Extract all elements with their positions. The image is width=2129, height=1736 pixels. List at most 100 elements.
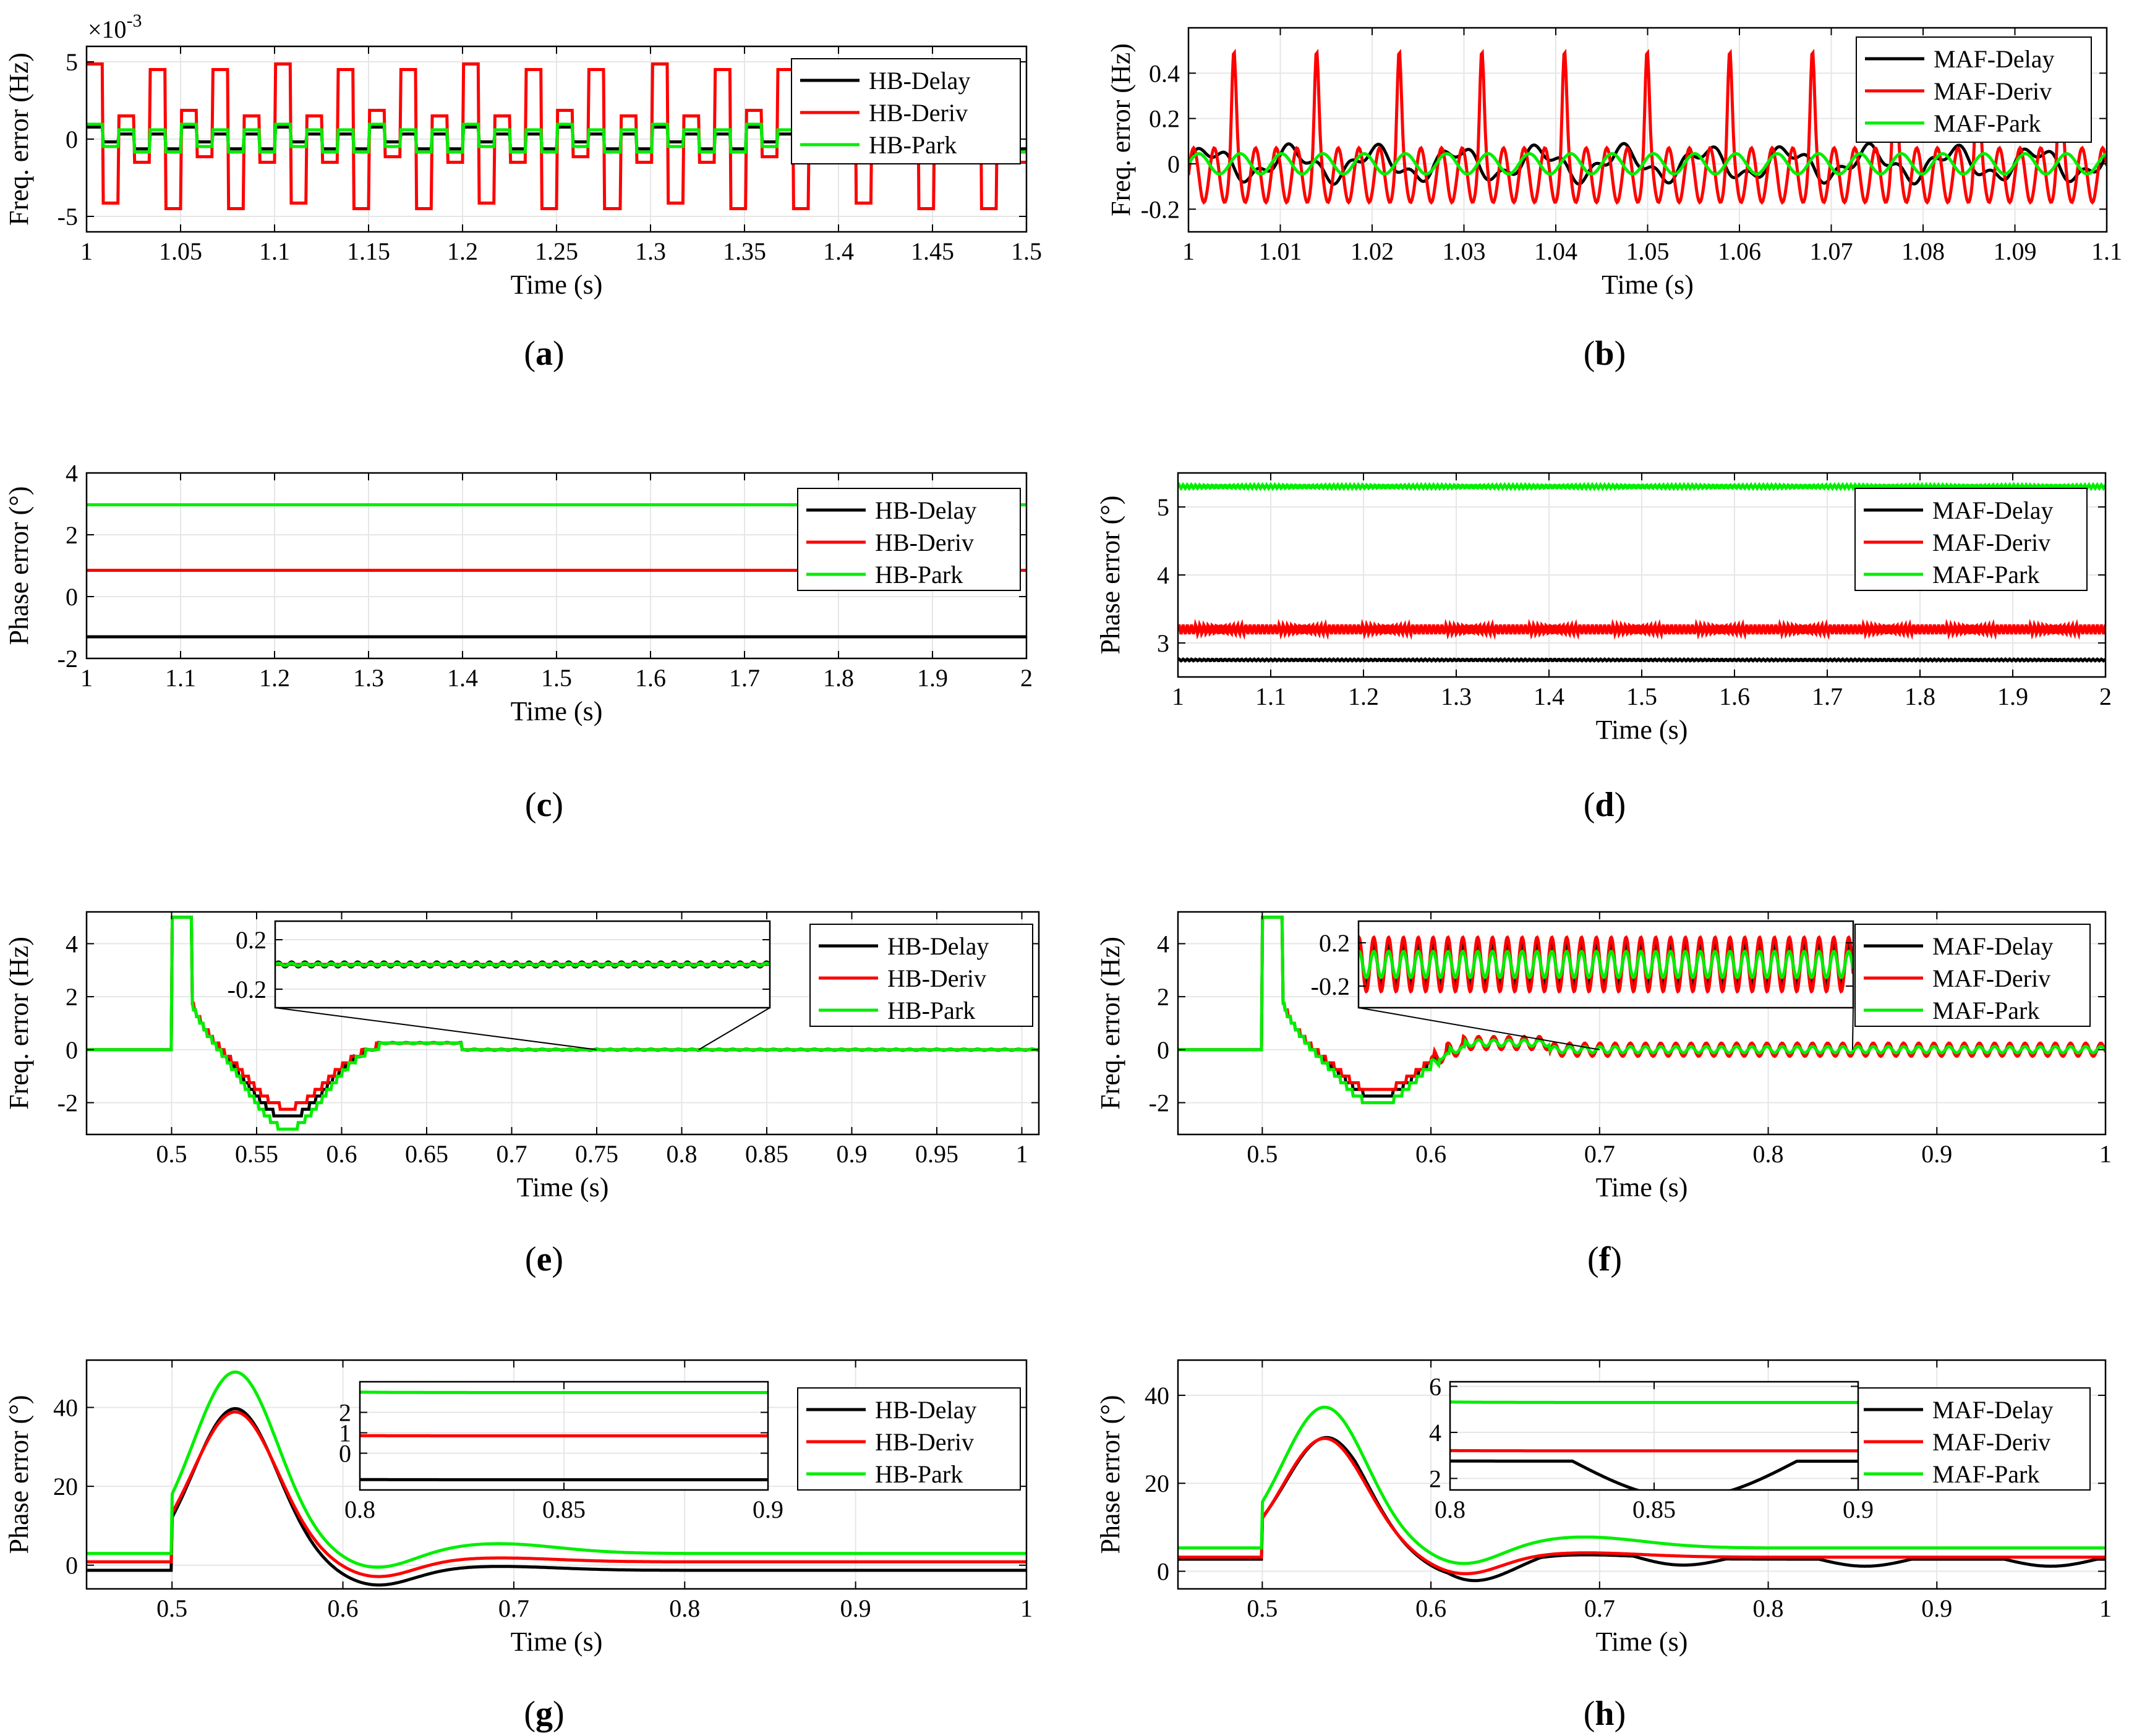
x-axis-label: Time (s)	[1596, 1627, 1688, 1657]
series-line-maf-park	[1188, 151, 2107, 176]
series-line-hb-park	[275, 961, 770, 968]
axes-box	[1187, 27, 2108, 233]
legend: MAF-Delay MAF-Deriv MAF-Park	[1854, 1387, 2091, 1491]
x-tick-label: 0.8	[669, 1594, 700, 1622]
series-line-hb-park	[87, 1370, 1026, 1569]
y-axis-label: Phase error (°)	[1095, 1395, 1125, 1554]
legend-label: HB-Delay	[875, 496, 976, 524]
legend: HB-Delay HB-Deriv HB-Park	[809, 924, 1033, 1027]
x-tick-label: 1.7	[1812, 683, 1843, 710]
legend-label: MAF-Delay	[1934, 45, 2055, 73]
x-tick-label: 1.2	[447, 237, 478, 265]
x-tick-label: 1.01	[1259, 237, 1302, 265]
y-axis-label: Freq. error (Hz)	[4, 53, 34, 226]
caption-paren: )	[553, 1695, 565, 1733]
y-tick-label: 5	[66, 48, 78, 76]
series-line-maf-park	[1178, 916, 2106, 1105]
y-tick-label: 3	[1157, 629, 1169, 657]
series-line-maf-park	[1178, 1405, 2106, 1565]
x-tick-label: 1	[1182, 237, 1195, 265]
x-tick-label: 0.85	[542, 1496, 586, 1523]
x-tick-label: 2	[1020, 664, 1033, 692]
x-tick-label: 1	[2099, 1594, 2112, 1622]
y-tick-label: 0	[66, 1036, 78, 1064]
y-axis-label: Phase error (°)	[4, 1395, 34, 1554]
caption-paren: )	[1610, 1240, 1622, 1279]
caption-paren: (	[524, 334, 535, 373]
series-line-maf-delay	[1178, 657, 2106, 663]
y-tick-label: -0.2	[1311, 972, 1350, 1000]
series-line-hb-deriv	[87, 1410, 1026, 1578]
x-tick-label: 1.9	[1997, 683, 2028, 710]
y-tick-label: 0	[66, 1552, 78, 1580]
x-tick-label: 0.6	[328, 1594, 359, 1622]
legend: HB-Delay HB-Deriv HB-Park	[791, 58, 1021, 164]
series-line-maf-park	[1450, 1400, 1858, 1404]
x-tick-label: 1.08	[1901, 237, 1945, 265]
x-tick-label: 0.9	[1921, 1594, 1952, 1622]
x-tick-label: 1.1	[2091, 237, 2122, 265]
series-line-maf-deriv	[1178, 618, 2106, 640]
zoom-connector	[1358, 1007, 1600, 1050]
x-tick-label: 1.9	[917, 664, 948, 692]
x-tick-label: 0.95	[915, 1140, 958, 1168]
legend-label: HB-Park	[875, 1460, 963, 1488]
legend-label: HB-Deriv	[887, 964, 986, 992]
legend-label: HB-Delay	[875, 1396, 976, 1424]
legend-label: HB-Park	[875, 561, 963, 589]
y-tick-label: 20	[1145, 1470, 1169, 1497]
x-tick-label: 1	[1020, 1594, 1033, 1622]
x-tick-label: 1.4	[823, 237, 854, 265]
x-tick-label: 1.3	[635, 237, 666, 265]
legend: HB-Delay HB-Deriv HB-Park	[797, 488, 1021, 591]
caption-a: (a)	[524, 334, 564, 373]
axes-box	[1177, 911, 2107, 1136]
caption-f: (f)	[1587, 1240, 1622, 1279]
legend: MAF-Delay MAF-Deriv MAF-Park	[1856, 36, 2092, 143]
caption-paren: (	[1584, 334, 1595, 373]
x-tick-label: 1.03	[1443, 237, 1486, 265]
caption-g: (g)	[524, 1695, 564, 1733]
chart-h-inset: 0.8 0.85 0.9 2 4 6	[1429, 1372, 1874, 1523]
axes-box	[85, 472, 1028, 660]
x-tick-label: 1.3	[353, 664, 384, 692]
y-axis-label: Freq. error (Hz)	[1095, 937, 1125, 1110]
legend-label: MAF-Deriv	[1932, 529, 2050, 556]
x-tick-label: 0.9	[840, 1594, 871, 1622]
chart-f-inset: -0.2 0.2	[1311, 920, 1854, 1009]
caption-letter: e	[537, 1240, 552, 1279]
series-line-maf-deriv	[1188, 48, 2107, 205]
legend: MAF-Delay MAF-Deriv MAF-Park	[1854, 488, 2088, 591]
legend-label: MAF-Deriv	[1932, 964, 2050, 992]
zoom-connector	[275, 1007, 597, 1050]
y-multiplier: ×10-3	[88, 11, 142, 43]
caption-paren: (	[524, 1695, 535, 1733]
legend-label: HB-Deriv	[875, 529, 974, 556]
caption-e: (e)	[525, 1240, 563, 1279]
y-tick-label: 4	[1429, 1419, 1441, 1447]
y-axis-label: Phase error (°)	[1095, 495, 1125, 654]
x-tick-label: 1.02	[1350, 237, 1394, 265]
y-tick-label: 2	[66, 521, 78, 549]
x-tick-label: 1.09	[1994, 237, 2037, 265]
y-tick-label: 2	[1429, 1465, 1441, 1492]
caption-paren: (	[525, 1240, 537, 1279]
chart-e-inset: -0.2 0.2	[228, 920, 771, 1009]
y-axis-label: Freq. error (Hz)	[4, 937, 34, 1110]
caption-paren: (	[1587, 1240, 1599, 1279]
x-tick-label: 1.8	[1905, 683, 1935, 710]
legend-label: MAF-Delay	[1932, 1396, 2054, 1424]
x-tick-label: 1	[2099, 1140, 2112, 1168]
y-tick-label: 5	[1157, 493, 1169, 521]
chart-b: 1 1.01 1.02 1.03 1.04 1.05 1.06 1.07 1.08 1.09 1.1…	[1106, 27, 2122, 300]
y-tick-label: -2	[58, 1089, 78, 1117]
y-axis-label: Freq. error (Hz)	[1106, 43, 1136, 216]
y-tick-label: -0.2	[228, 976, 267, 1003]
x-tick-label: 1.15	[347, 237, 390, 265]
x-tick-label: 1.06	[1718, 237, 1761, 265]
caption-paren: )	[1615, 786, 1626, 824]
x-tick-label: 1	[1172, 683, 1184, 710]
series-line-maf-deriv	[1178, 1437, 2106, 1575]
y-tick-label: 1	[339, 1419, 351, 1447]
caption-paren: (	[1584, 786, 1595, 824]
